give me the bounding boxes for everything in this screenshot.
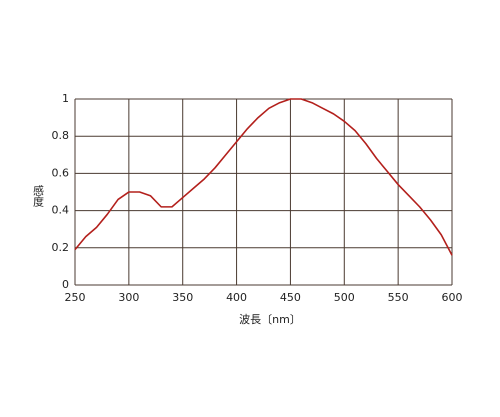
- x-axis-label: 波長〔nm〕: [239, 313, 301, 326]
- x-tick-label: 250: [65, 291, 86, 304]
- data-line: [74, 98, 453, 256]
- x-tick-label: 600: [442, 291, 463, 304]
- x-tick-label: 400: [226, 291, 247, 304]
- x-tick-label: 350: [172, 291, 193, 304]
- x-tick-label: 550: [388, 291, 409, 304]
- x-tick-label: 300: [118, 291, 139, 304]
- y-tick-label: 0.6: [52, 166, 70, 179]
- y-tick-label: 0.4: [52, 204, 70, 217]
- y-tick-label: 1: [62, 92, 69, 105]
- y-tick-label: 0.8: [52, 129, 70, 142]
- y-tick-label: 0.2: [52, 241, 70, 254]
- y-axis-label: 感度: [32, 185, 45, 208]
- y-tick-label: 0: [62, 278, 69, 291]
- x-tick-label: 500: [334, 291, 355, 304]
- x-tick-label: 450: [280, 291, 301, 304]
